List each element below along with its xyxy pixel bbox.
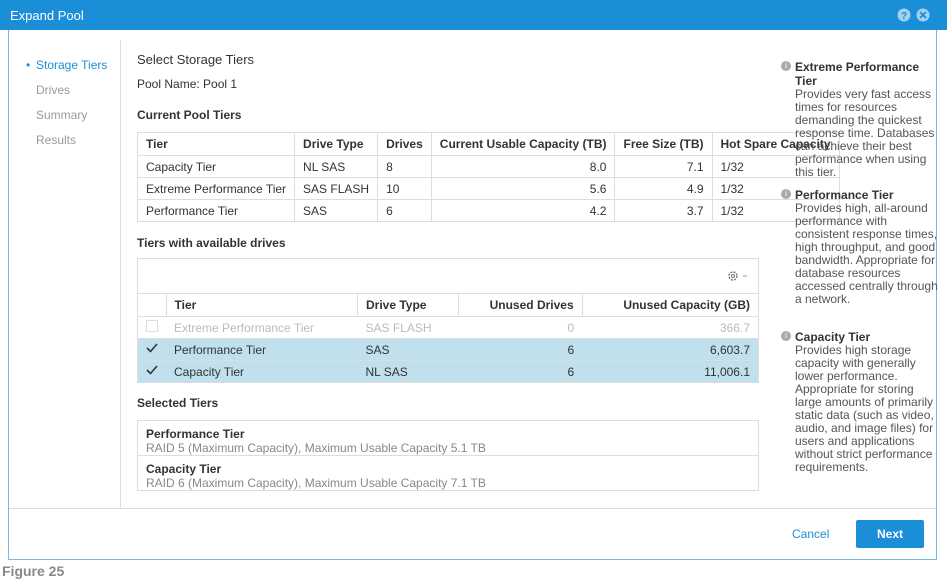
table-cell: 3.7 — [614, 199, 713, 222]
table-cell: 8 — [377, 155, 432, 178]
nav-item[interactable]: Storage Tiers — [26, 58, 107, 72]
table-cell: 6 — [458, 338, 583, 361]
table-row: Performance Tier SAS 6 4.2 3.7 1/32 — [136, 199, 840, 222]
table-cell: Capacity Tier — [166, 360, 358, 383]
column-header — [137, 293, 167, 317]
table-cell: Extreme Performance Tier — [136, 177, 296, 200]
pool-name: Pool Name: Pool 1 — [137, 77, 238, 91]
table-cell: 6 — [377, 199, 432, 222]
wizard-nav: Storage Tiers Drives Summary Results — [8, 40, 121, 508]
footer-divider — [9, 508, 936, 509]
title-icons[interactable]: ? — [897, 8, 939, 22]
table-cell: 7.1 — [614, 155, 713, 178]
help-item: i Extreme Performance Tier Provides very f… — [781, 60, 940, 179]
header-row: Tier Drive Type Drives Current Usable Capac… — [136, 132, 840, 156]
table-cell: NL SAS — [294, 155, 379, 178]
table-cell: 0 — [458, 316, 583, 339]
table-cell: SAS — [357, 338, 459, 361]
info-icon: i — [781, 189, 791, 199]
help-title: Capacity Tier — [795, 330, 871, 344]
selected-tiers-list: Performance Tier RAID 5 (Maximum Capacity… — [137, 420, 759, 491]
column-header: Tier — [166, 293, 358, 317]
help-item: i Capacity Tier Provides high storage capa… — [781, 330, 940, 474]
available-tiers-table: Tier Drive Type Unused Drives Unused Capaci… — [137, 293, 760, 383]
checkbox[interactable] — [137, 338, 166, 361]
table-cell: 4.9 — [614, 177, 713, 200]
column-header: Free Size (TB) — [614, 132, 713, 156]
table-row: Capacity Tier NL SAS 8 8.0 7.1 1/32 — [136, 155, 840, 178]
help-text: Provides high storage capacity with gene… — [795, 343, 934, 474]
table-cell: 11,006.1 — [582, 360, 759, 383]
column-header: Drive Type — [294, 132, 379, 156]
table-cell: Performance Tier — [136, 199, 296, 222]
info-icon: i — [781, 331, 791, 341]
figure-caption: Figure 25 — [2, 563, 65, 579]
column-header: Unused Drives — [458, 293, 583, 317]
section-heading: Current Pool Tiers — [137, 108, 242, 122]
cancel-button[interactable]: Cancel — [792, 527, 830, 541]
selected-tier: Performance Tier RAID 5 (Maximum Capacity… — [138, 421, 758, 455]
column-header: Current Usable Capacity (TB) — [430, 132, 616, 156]
nav-item[interactable]: Summary — [36, 108, 88, 122]
table-toolbar — [137, 258, 759, 294]
tier-title: Performance Tier — [146, 427, 245, 441]
settings-icon[interactable] — [726, 269, 752, 283]
table-cell: 10 — [377, 177, 432, 200]
column-header: Unused Capacity (GB) — [582, 293, 760, 317]
tier-title: Capacity Tier — [146, 462, 222, 476]
dialog-frame — [8, 30, 937, 560]
table-cell: 1/32 — [711, 199, 840, 222]
column-header: Drives — [377, 132, 432, 156]
table-cell: Extreme Performance Tier — [166, 316, 358, 339]
tier-detail: RAID 6 (Maximum Capacity), Maximum Usabl… — [146, 476, 486, 490]
current-tiers-table: Tier Drive Type Drives Current Usable Capac… — [136, 132, 840, 222]
title-bar: Expand Pool ? — [0, 0, 947, 30]
checkbox — [137, 316, 166, 339]
table-cell: 366.7 — [582, 316, 759, 339]
nav-item[interactable]: Results — [36, 133, 77, 147]
help-text: Provides very fast access times for reso… — [795, 87, 935, 179]
svg-text:?: ? — [901, 11, 907, 22]
table-cell: SAS — [294, 199, 379, 222]
table-row: Extreme Performance Tier SAS FLASH 0 366.7 — [137, 316, 759, 339]
table-cell: NL SAS — [357, 360, 459, 383]
table-cell: 8.0 — [430, 155, 616, 178]
section-heading: Selected Tiers — [137, 396, 219, 410]
table-cell: 6 — [458, 360, 583, 383]
table-cell: 4.2 — [430, 199, 616, 222]
table-cell: SAS FLASH — [294, 177, 379, 200]
table-cell: SAS FLASH — [357, 316, 459, 339]
checkbox[interactable] — [137, 360, 166, 383]
table-row[interactable]: Performance Tier SAS 6 6,603.7 — [137, 338, 759, 361]
next-button[interactable]: Next — [856, 520, 924, 548]
section-heading: Tiers with available drives — [137, 236, 286, 250]
dialog-title: Expand Pool — [10, 8, 84, 23]
help-title: Extreme Performance Tier — [795, 60, 920, 88]
help-text: Provides high, all-around performance wi… — [795, 201, 938, 306]
table-cell: Capacity Tier — [136, 155, 296, 178]
table-cell: 6,603.7 — [582, 338, 759, 361]
selected-tier: Capacity Tier RAID 6 (Maximum Capacity), … — [138, 455, 758, 490]
info-icon: i — [781, 61, 791, 71]
tier-detail: RAID 5 (Maximum Capacity), Maximum Usabl… — [146, 441, 486, 455]
table-row: Extreme Performance Tier SAS FLASH 10 5.6 4.… — [136, 177, 840, 200]
table-cell: Performance Tier — [166, 338, 358, 361]
column-header: Tier — [136, 132, 296, 156]
column-header: Drive Type — [357, 293, 459, 317]
nav-item[interactable]: Drives — [36, 83, 71, 97]
table-cell: 5.6 — [430, 177, 616, 200]
help-title: Performance Tier — [795, 188, 894, 202]
table-row[interactable]: Capacity Tier NL SAS 6 11,006.1 — [137, 360, 759, 383]
help-item: i Performance Tier Provides high, all-arou… — [781, 188, 940, 306]
header-row: Tier Drive Type Unused Drives Unused Capaci… — [137, 293, 760, 317]
main-heading: Select Storage Tiers — [137, 52, 255, 67]
